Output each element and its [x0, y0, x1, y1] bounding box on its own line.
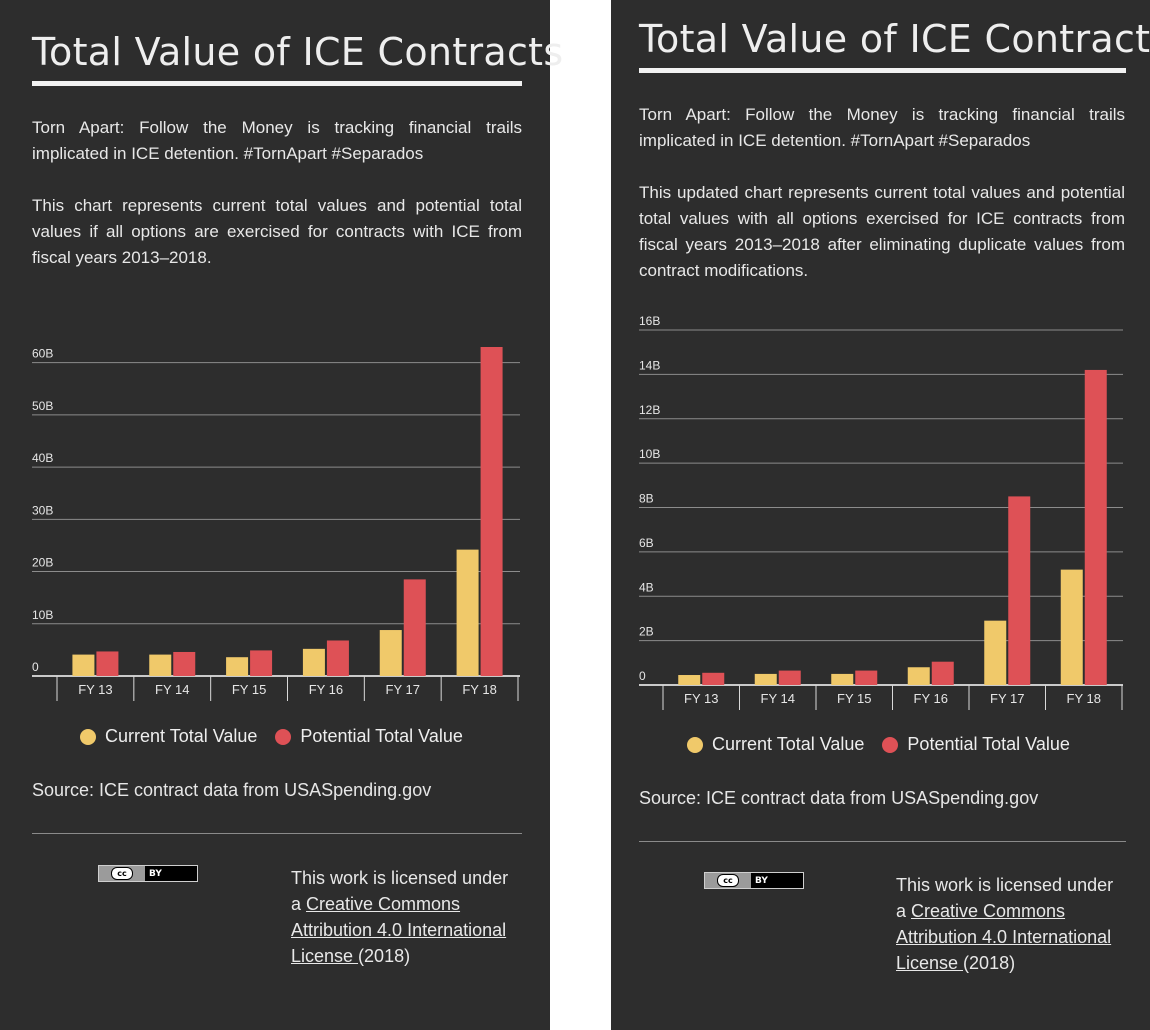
- x-tick-label: FY 16: [309, 682, 343, 697]
- chart-panel-original: Total Value of ICE Contracts Torn Apart:…: [0, 0, 564, 1030]
- legend-label-potential: Potential Total Value: [300, 726, 463, 746]
- bar-chart: 0 10B 20B 30B 40B 50B 60B FY 13 FY 14 FY 15 FY 16 F…: [32, 347, 520, 701]
- legend-swatch-potential: [275, 728, 292, 745]
- intro-text: Torn Apart: Follow the Money is tracking…: [639, 105, 1125, 150]
- y-tick-label: 30B: [32, 503, 53, 517]
- legend-swatch-potential: [882, 736, 899, 753]
- bar-potential-value: [1084, 369, 1107, 685]
- license-link[interactable]: Creative Commons Attribution 4.0 Interna…: [896, 901, 1112, 973]
- y-tick-label: 8B: [639, 492, 654, 506]
- bar-potential-value: [480, 347, 503, 676]
- x-tick-label: FY 14: [155, 682, 189, 697]
- intro-text: Torn Apart: Follow the Money is tracking…: [32, 118, 522, 163]
- page-title: Total Value of ICE Contracts: [639, 17, 1150, 61]
- license-suffix: (2018): [963, 953, 1016, 973]
- bar-potential-value: [931, 661, 954, 685]
- bar-current-value: [149, 654, 172, 676]
- legend-label-potential: Potential Total Value: [907, 734, 1070, 754]
- chart-legend: Current Total Value Potential Total Valu…: [80, 726, 481, 747]
- bar-potential-value: [250, 650, 273, 676]
- license-link[interactable]: Creative Commons Attribution 4.0 Interna…: [291, 894, 507, 966]
- x-tick-label: FY 13: [684, 691, 718, 706]
- x-tick-label: FY 18: [462, 682, 496, 697]
- source-note: Source: ICE contract data from USASpendi…: [639, 788, 1039, 808]
- license-text: This work is licensed under a Creative C…: [896, 872, 1126, 976]
- chart-panel-updated: Total Value of ICE Contracts Torn Apart:…: [611, 0, 1150, 1030]
- x-tick-label: FY 13: [78, 682, 112, 697]
- bar-potential-value: [403, 579, 426, 676]
- legend-swatch-current: [80, 728, 96, 745]
- y-tick-label: 10B: [639, 447, 660, 461]
- bar-potential-value: [778, 670, 801, 685]
- bar-current-value: [754, 673, 777, 685]
- page-title: Total Value of ICE Contracts: [32, 30, 564, 74]
- y-tick-label: 50B: [32, 399, 53, 413]
- license-prefix: This work is licensed under a: [896, 875, 1114, 921]
- bar-potential-value: [96, 651, 119, 676]
- bar-potential-value: [173, 651, 196, 676]
- title-underline: [32, 81, 522, 86]
- legend-item-current: Current Total Value: [687, 734, 864, 755]
- legend-item-potential: Potential Total Value: [275, 726, 463, 747]
- y-tick-label: 6B: [639, 536, 654, 550]
- bar-current-value: [72, 654, 95, 676]
- bar-current-value: [456, 549, 479, 676]
- bar-current-value: [984, 620, 1007, 685]
- y-tick-label: 60B: [32, 347, 53, 361]
- cc-by-label: BY: [149, 868, 162, 879]
- bar-current-value: [1060, 569, 1083, 685]
- bar-potential-value: [702, 672, 725, 685]
- cc-icon: cc: [111, 867, 133, 880]
- y-tick-label: 2B: [639, 625, 654, 639]
- x-tick-label: FY 17: [386, 682, 420, 697]
- legend-label-current: Current Total Value: [105, 726, 258, 746]
- cc-license-badge[interactable]: cc BY: [98, 865, 198, 882]
- bar-current-value: [831, 673, 854, 685]
- legend-item-current: Current Total Value: [80, 726, 257, 747]
- license-text: This work is licensed under a Creative C…: [291, 865, 521, 969]
- y-tick-label: 16B: [639, 314, 660, 328]
- bar-current-value: [302, 648, 325, 676]
- bar-potential-value: [855, 670, 878, 685]
- bar-current-value: [678, 675, 701, 685]
- bar-current-value: [907, 667, 930, 685]
- license-suffix: (2018): [358, 946, 411, 966]
- description-text: This updated chart represents current to…: [639, 183, 1125, 280]
- y-tick-label: 12B: [639, 403, 660, 417]
- x-tick-label: FY 15: [837, 691, 871, 706]
- x-tick-label: FY 14: [761, 691, 795, 706]
- legend-swatch-current: [687, 736, 703, 753]
- bar-potential-value: [326, 640, 349, 676]
- footer-divider: [639, 841, 1126, 842]
- y-tick-label: 40B: [32, 451, 53, 465]
- x-tick-label: FY 17: [990, 691, 1024, 706]
- bar-current-value: [226, 657, 249, 676]
- chart-legend: Current Total Value Potential Total Valu…: [687, 734, 1088, 755]
- footer-divider: [32, 833, 522, 834]
- bar-chart: 0 2B 4B 6B 8B 10B 12B 14B 16B FY 13 FY 14 FY 15 FY 1…: [639, 314, 1123, 710]
- legend-item-potential: Potential Total Value: [882, 734, 1070, 755]
- cc-by-label: BY: [755, 875, 768, 886]
- cc-icon: cc: [717, 874, 739, 887]
- bar-potential-value: [1008, 496, 1031, 685]
- y-tick-label: 4B: [639, 580, 654, 594]
- y-tick-label: 10B: [32, 608, 53, 622]
- x-tick-label: FY 16: [914, 691, 948, 706]
- source-note: Source: ICE contract data from USASpendi…: [32, 780, 432, 800]
- x-tick-label: FY 15: [232, 682, 266, 697]
- bar-current-value: [379, 630, 402, 676]
- description-text: This chart represents current total valu…: [32, 196, 522, 267]
- y-tick-label: 0: [639, 669, 646, 683]
- y-tick-label: 20B: [32, 556, 53, 570]
- y-tick-label: 0: [32, 660, 39, 674]
- legend-label-current: Current Total Value: [712, 734, 865, 754]
- x-tick-label: FY 18: [1067, 691, 1101, 706]
- y-tick-label: 14B: [639, 358, 660, 372]
- cc-license-badge[interactable]: cc BY: [704, 872, 804, 889]
- license-prefix: This work is licensed under a: [291, 868, 509, 914]
- title-underline: [639, 68, 1126, 73]
